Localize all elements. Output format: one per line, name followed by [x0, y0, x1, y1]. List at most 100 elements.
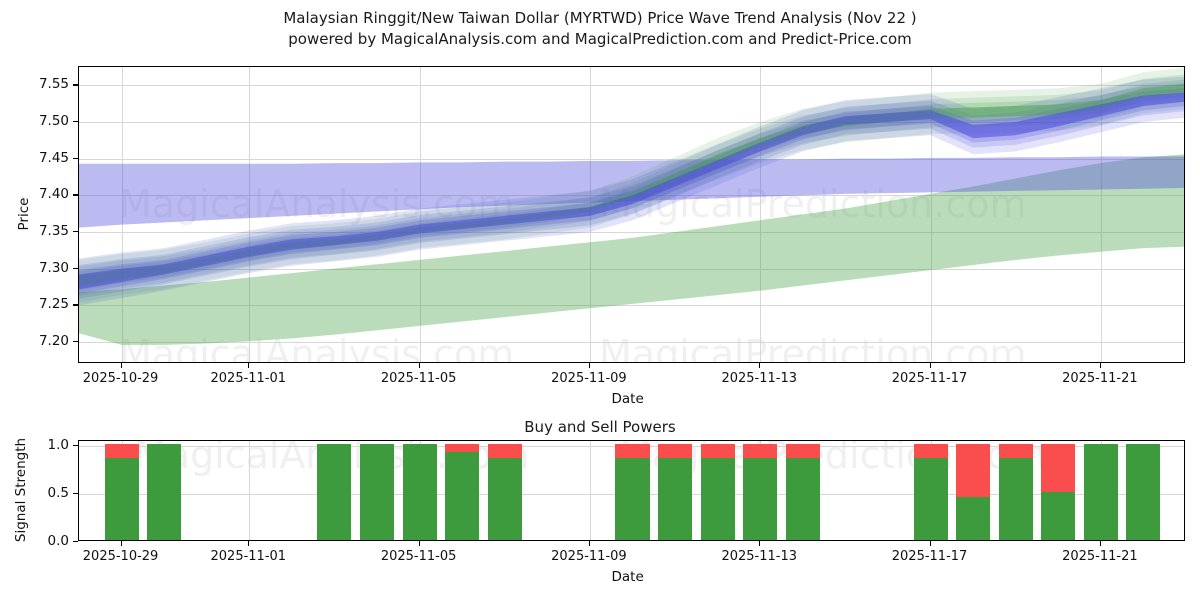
signal-bar[interactable]: [1083, 443, 1118, 540]
x-tick-label-date: 2025-11-13: [721, 371, 797, 386]
y-tick-mark: [73, 541, 78, 543]
blue-wave-core: [79, 92, 1184, 290]
y-tick-label-price: 7.25: [38, 296, 69, 313]
y-tick-label-price: 7.30: [38, 259, 69, 276]
x-tick-mark: [120, 541, 122, 546]
y-tick-label-price: 7.35: [38, 223, 69, 239]
x-tick-mark: [588, 541, 591, 546]
signal-bar[interactable]: [700, 443, 735, 540]
x-tick-mark: [929, 363, 931, 368]
gridline-vertical: [589, 441, 591, 540]
gridline-vertical: [249, 441, 251, 540]
signal-bar[interactable]: [658, 443, 693, 540]
x-tick-label-date: 2025-11-05: [380, 549, 457, 564]
x-tick-mark: [248, 541, 250, 546]
buy-power-segment: [785, 458, 820, 540]
x-tick-label-date: 2025-10-29: [82, 371, 159, 386]
blue-wave-halo-2: [79, 83, 1184, 299]
x-tick-label-date: 2025-11-01: [210, 371, 287, 386]
green-wave-halo-3: [79, 67, 1184, 303]
signal-bar[interactable]: [1041, 443, 1076, 540]
gridline-horizontal: [79, 232, 1184, 233]
gridline-horizontal: [79, 268, 1184, 270]
x-tick-label-date: 2025-11-09: [551, 371, 627, 386]
signal-bar[interactable]: [317, 443, 352, 540]
y-tick-label-price: 7.40: [38, 186, 69, 203]
y-tick-label-signal: 0.5: [47, 484, 69, 501]
gridline-horizontal: [79, 85, 1184, 87]
sell-power-segment: [445, 443, 480, 452]
sell-power-segment: [956, 443, 991, 497]
y-tick-label-price: 7.50: [38, 113, 69, 129]
sell-power-segment: [615, 443, 650, 459]
buy-power-segment: [1083, 443, 1118, 540]
y-tick-mark: [73, 341, 78, 343]
blue-wave-halo-3: [79, 76, 1184, 306]
x-tick-label-date: 2025-11-21: [1062, 549, 1138, 564]
page-title: Malaysian Ringgit/New Taiwan Dollar (MYR…: [0, 8, 1200, 50]
x-tick-mark: [248, 363, 250, 368]
x-tick-label-date: 2025-11-17: [891, 371, 968, 386]
buy-power-segment: [445, 451, 480, 540]
gridline-vertical: [1100, 67, 1102, 362]
y-tick-mark: [73, 157, 78, 159]
signal-bar[interactable]: [615, 443, 650, 540]
signal-bar[interactable]: [998, 443, 1033, 540]
x-tick-mark: [1099, 363, 1102, 368]
sell-power-segment: [658, 443, 693, 459]
green-forecast-band: [79, 154, 1184, 345]
y-tick-mark: [73, 492, 78, 495]
buy-power-segment: [913, 458, 948, 540]
signal-bar[interactable]: [147, 443, 182, 540]
y-tick-label-price: 7.55: [38, 76, 69, 93]
signal-strength-axis-label: Signal Strength: [13, 437, 29, 542]
sell-power-segment: [487, 443, 522, 459]
buy-power-segment: [147, 443, 182, 540]
date-axis-label-bottom: Date: [611, 569, 644, 585]
buy-power-segment: [998, 458, 1033, 540]
y-tick-mark: [73, 444, 78, 446]
signal-bar[interactable]: [956, 443, 991, 540]
x-tick-mark: [759, 541, 761, 546]
buy-power-segment: [317, 443, 352, 540]
buy-power-segment: [658, 458, 693, 540]
gridline-horizontal: [79, 158, 1184, 160]
signal-bar[interactable]: [445, 443, 480, 540]
y-tick-mark: [73, 121, 78, 123]
sell-power-segment: [785, 443, 820, 459]
x-tick-mark: [418, 541, 420, 546]
signal-bar[interactable]: [743, 443, 778, 540]
buy-power-segment: [360, 443, 395, 540]
signal-bar[interactable]: [104, 443, 139, 540]
x-tick-label-date: 2025-11-09: [551, 549, 627, 564]
signal-bar[interactable]: [785, 443, 820, 540]
buy-power-segment: [1041, 491, 1076, 540]
x-tick-label-date: 2025-11-21: [1062, 371, 1138, 386]
signal-bar[interactable]: [402, 443, 437, 540]
price-wave-chart: MagicalAnalysis.com MagicalPrediction.com…: [78, 66, 1185, 363]
signal-bar[interactable]: [360, 443, 395, 540]
y-tick-label-signal: 1.0: [47, 436, 69, 453]
signal-bar[interactable]: [487, 443, 522, 540]
y-tick-mark: [73, 194, 78, 196]
y-tick-mark: [73, 84, 78, 86]
x-tick-mark: [1099, 541, 1102, 546]
sell-power-segment: [998, 443, 1033, 459]
buy-power-segment: [700, 458, 735, 540]
sell-power-segment: [700, 443, 735, 459]
sell-power-segment: [743, 443, 778, 459]
x-tick-mark: [120, 363, 122, 368]
gridline-vertical: [930, 67, 932, 362]
title-line-1: Malaysian Ringgit/New Taiwan Dollar (MYR…: [283, 9, 917, 27]
price-wave-plot-area: MagicalAnalysis.com MagicalPrediction.com…: [79, 67, 1184, 362]
gridline-horizontal: [79, 342, 1184, 343]
buy-power-segment: [743, 458, 778, 540]
signal-bar[interactable]: [913, 443, 948, 540]
buy-power-segment: [615, 458, 650, 540]
signal-bar[interactable]: [1126, 443, 1161, 540]
x-tick-mark: [418, 363, 420, 368]
y-tick-label-signal: 0.0: [47, 533, 69, 549]
